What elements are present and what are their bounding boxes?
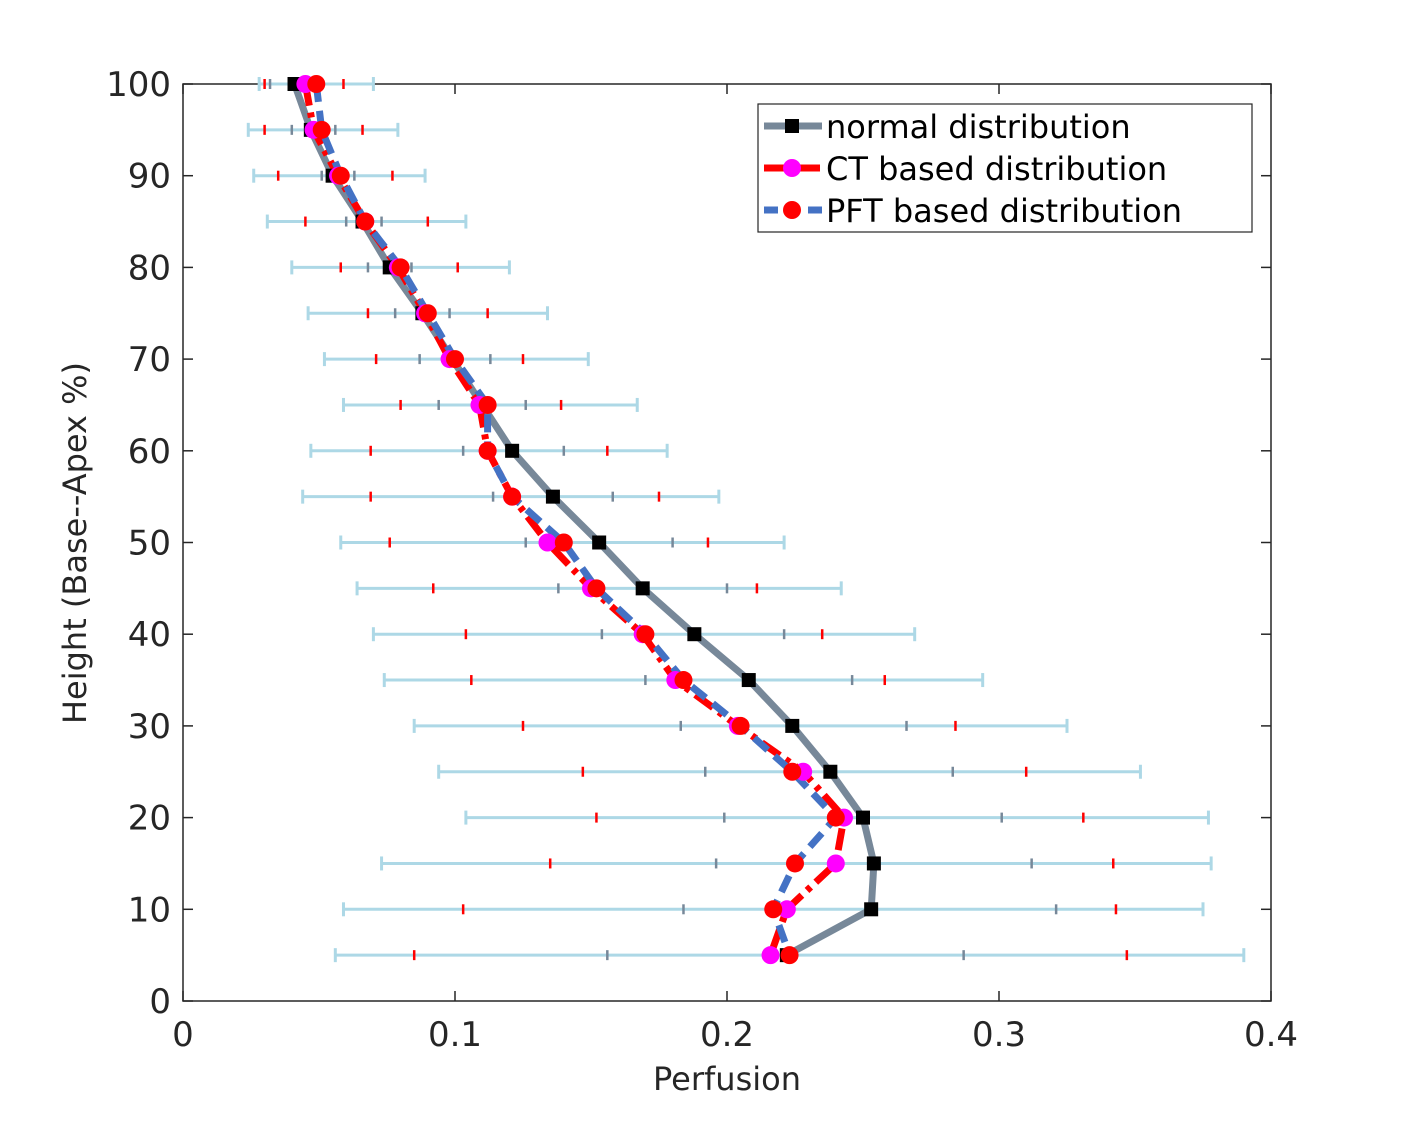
x-axis-label: Perfusion [653,1060,801,1098]
y-axis-label: Height (Base--Apex %) [56,362,94,724]
series-point [785,718,800,733]
series-point [864,902,879,917]
series-point [391,258,410,277]
legend-label-pft: PFT based distribution [826,192,1182,230]
axis-ticks: 0 0.1 0.2 0.3 0.4 0 10 20 30 40 50 60 70 80 90 100 [106,65,1298,1055]
series-group [287,75,881,965]
series-point [418,304,437,323]
series-point [674,671,693,690]
y-tick-label: 20 [128,799,171,839]
x-tick-label: 0.1 [428,1015,482,1055]
series-point [505,443,520,458]
series-point [538,533,557,552]
series-point [780,946,799,965]
series-point [503,487,522,506]
y-tick-label: 10 [128,890,171,930]
y-tick-label: 30 [128,707,171,747]
series-point [478,395,497,414]
series-point [592,535,607,550]
x-tick-label: 0 [172,1015,194,1055]
series-point [356,212,375,231]
legend-label-normal: normal distribution [826,108,1131,146]
y-tick-label: 40 [128,615,171,655]
series-point [478,441,497,460]
series-line [312,83,840,957]
series-point [741,673,756,688]
y-tick-label: 70 [128,340,171,380]
series-point [307,75,326,93]
y-tick-label: 80 [128,248,171,288]
y-tick-label: 0 [149,982,171,1022]
y-tick-label: 100 [106,65,171,105]
x-tick-label: 0.2 [700,1015,754,1055]
x-tick-label: 0.3 [972,1015,1026,1055]
legend-box [757,103,1253,233]
series-point [554,533,573,552]
series-point [761,946,780,965]
series-point [856,810,870,825]
series-point [446,350,464,369]
y-tick-label: 50 [128,524,171,564]
y-tick-label: 60 [128,432,171,472]
series-point [587,579,606,598]
legend: normal distribution CT based distributio… [757,103,1253,233]
series-point [826,808,845,827]
series-point [331,166,350,185]
series-point [786,854,804,873]
series-point [823,764,838,779]
series-point [764,900,783,919]
series-point [545,489,560,504]
series-point [777,900,796,919]
series-point [866,856,881,871]
x-tick-label: 0.4 [1244,1015,1298,1055]
legend-label-ct: CT based distribution [826,150,1167,188]
series-point [635,581,650,596]
legend-marker-normal [785,119,799,133]
legend-marker-ct [783,159,801,177]
series-point [826,854,845,873]
y-tick-label: 90 [128,157,171,197]
series-point [636,625,655,644]
series-point [687,627,702,642]
series-point [312,120,331,139]
series-point [731,716,750,735]
legend-marker-pft [783,201,801,219]
series-point [783,762,802,781]
